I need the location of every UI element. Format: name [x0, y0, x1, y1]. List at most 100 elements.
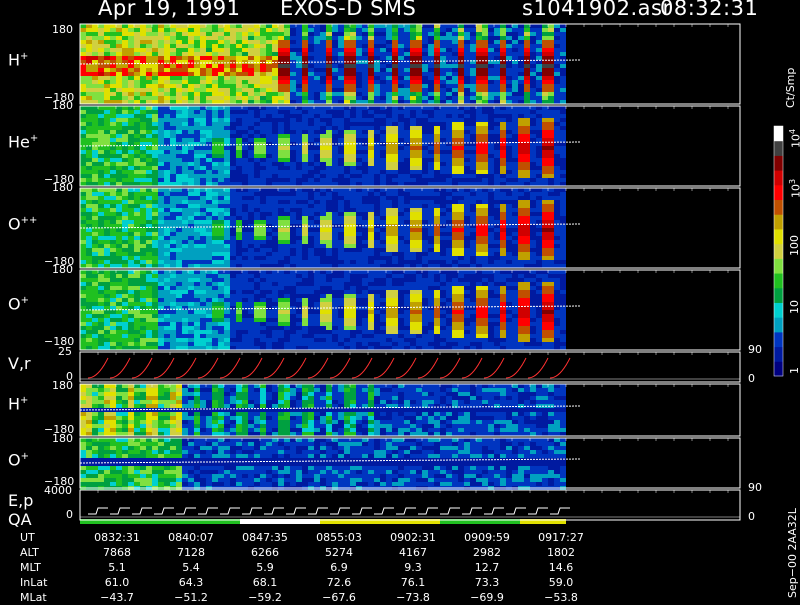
heat-cell	[266, 56, 272, 60]
heat-cell	[524, 134, 530, 138]
heat-cell	[80, 236, 86, 240]
heat-cell	[218, 244, 224, 248]
heat-cell	[320, 106, 326, 110]
heat-cell	[134, 114, 140, 118]
heat-cell	[344, 134, 350, 138]
heat-cell	[140, 96, 146, 100]
heat-cell	[332, 166, 338, 170]
heat-cell	[416, 182, 422, 186]
heat-cell	[254, 252, 260, 256]
heat-cell	[134, 52, 140, 56]
heat-cell	[410, 122, 416, 126]
heat-cell	[476, 96, 482, 100]
heat-cell	[356, 118, 362, 122]
heat-cell	[338, 188, 344, 192]
heat-cell	[146, 24, 152, 28]
heat-cell	[134, 76, 140, 80]
heat-cell	[536, 28, 542, 32]
heat-cell	[170, 188, 176, 192]
heat-cell	[506, 248, 512, 252]
heat-cell	[182, 212, 188, 216]
heat-cell	[500, 96, 506, 100]
heat-cell	[338, 182, 344, 186]
heat-cell	[350, 248, 356, 252]
heat-cell	[404, 166, 410, 170]
heat-cell	[116, 208, 122, 212]
heat-cell	[314, 166, 320, 170]
heat-cell	[254, 52, 260, 56]
heat-cell	[536, 64, 542, 68]
heat-cell	[236, 28, 242, 32]
heat-cell	[110, 158, 116, 162]
heat-cell	[218, 220, 224, 224]
heat-cell	[98, 52, 104, 56]
heat-cell	[122, 114, 128, 118]
heat-cell	[302, 212, 308, 216]
heat-cell	[200, 118, 206, 122]
heat-cell	[386, 244, 392, 248]
heat-cell	[314, 88, 320, 92]
heat-cell	[488, 252, 494, 256]
heat-cell	[482, 32, 488, 36]
heat-cell	[524, 24, 530, 28]
heat-cell	[140, 114, 146, 118]
heat-cell	[530, 192, 536, 196]
heat-cell	[530, 96, 536, 100]
heat-cell	[134, 80, 140, 84]
heat-cell	[230, 84, 236, 88]
heat-cell	[146, 166, 152, 170]
heat-cell	[362, 126, 368, 130]
heat-cell	[326, 130, 332, 134]
heat-cell	[392, 96, 398, 100]
heat-cell	[452, 100, 458, 104]
heat-cell	[368, 200, 374, 204]
heat-cell	[320, 118, 326, 122]
heat-cell	[536, 68, 542, 72]
heat-cell	[338, 126, 344, 130]
heat-cell	[170, 178, 176, 182]
heat-cell	[224, 64, 230, 68]
heat-cell	[200, 236, 206, 240]
heat-cell	[422, 126, 428, 130]
heat-cell	[446, 228, 452, 232]
heat-cell	[254, 114, 260, 118]
heat-cell	[398, 162, 404, 166]
heat-cell	[350, 110, 356, 114]
heat-cell	[500, 154, 506, 158]
heat-cell	[122, 240, 128, 244]
heat-cell	[260, 122, 266, 126]
heat-cell	[410, 150, 416, 154]
heat-cell	[146, 216, 152, 220]
heat-cell	[326, 64, 332, 68]
heat-cell	[140, 92, 146, 96]
heat-cell	[164, 28, 170, 32]
heat-cell	[140, 88, 146, 92]
heat-cell	[272, 174, 278, 178]
heat-cell	[338, 40, 344, 44]
heat-cell	[110, 126, 116, 130]
heat-cell	[218, 60, 224, 64]
heat-cell	[278, 208, 284, 212]
heat-cell	[344, 228, 350, 232]
heat-cell	[254, 232, 260, 236]
heat-cell	[182, 244, 188, 248]
heat-cell	[536, 264, 542, 268]
heat-cell	[308, 134, 314, 138]
heat-cell	[194, 88, 200, 92]
heat-cell	[518, 264, 524, 268]
heat-cell	[146, 96, 152, 100]
heat-cell	[458, 248, 464, 252]
heat-cell	[500, 228, 506, 232]
heat-cell	[224, 236, 230, 240]
heat-cell	[404, 100, 410, 104]
heat-cell	[506, 118, 512, 122]
heat-cell	[560, 174, 566, 178]
heat-cell	[284, 92, 290, 96]
heat-cell	[302, 130, 308, 134]
heat-cell	[332, 236, 338, 240]
heat-cell	[380, 96, 386, 100]
heat-cell	[542, 244, 548, 248]
heat-cell	[80, 28, 86, 32]
heat-cell	[218, 24, 224, 28]
heat-cell	[218, 80, 224, 84]
